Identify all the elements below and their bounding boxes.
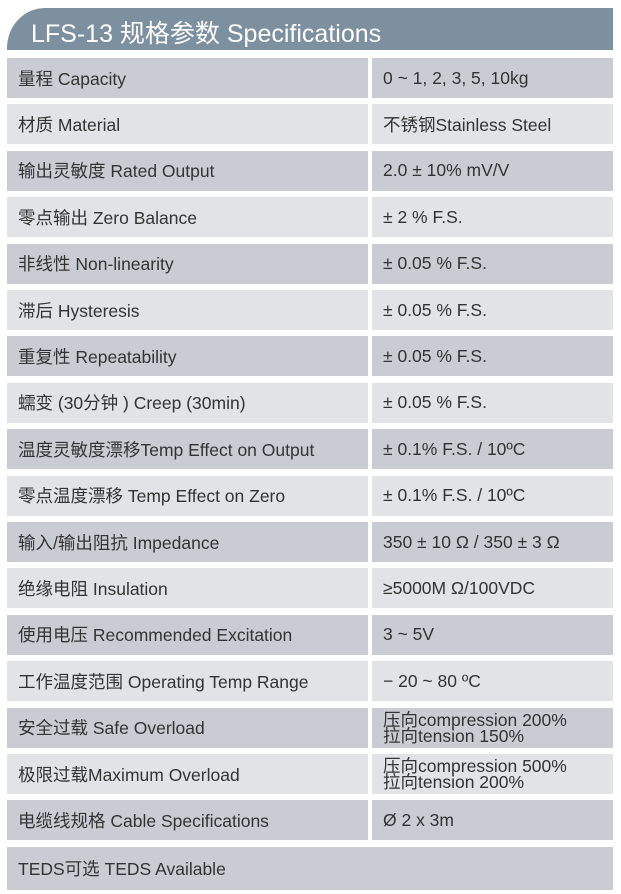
spec-label: 滞后 Hysteresis — [7, 290, 368, 330]
spec-row: 量程 Capacity 0 ~ 1, 2, 3, 5, 10kg — [7, 58, 613, 98]
spec-value: 2.0 ± 10% mV/V — [372, 150, 613, 191]
spec-row: 输入/输出阻抗 Impedance 350 ± 10 Ω / 350 ± 3 Ω — [7, 522, 613, 562]
spec-label: 非线性 Non-linearity — [7, 243, 368, 284]
spec-title: LFS-13 规格参数 Specifications — [31, 20, 382, 48]
spec-label: 使用电压 Recommended Excitation — [7, 614, 368, 655]
spec-row: 绝缘电阻 Insulation ≥5000M Ω/100VDC — [7, 568, 613, 609]
spec-row: 滞后 Hysteresis ± 0.05 % F.S. — [7, 290, 613, 330]
spec-value: ± 0.1% F.S. / 10ºC — [372, 475, 613, 516]
spec-value: ≥5000M Ω/100VDC — [372, 568, 613, 609]
spec-row: 极限过载Maximum Overload 压向compression 500% 拉向… — [7, 754, 613, 794]
spec-label: 重复性 Repeatability — [7, 336, 368, 377]
spec-value: 不锈钢Stainless Steel — [372, 104, 613, 145]
spec-row: 使用电压 Recommended Excitation 3 ~ 5V — [7, 614, 613, 655]
spec-value: 0 ~ 1, 2, 3, 5, 10kg — [372, 58, 613, 98]
spec-label: 量程 Capacity — [7, 58, 368, 98]
spec-label: 温度灵敏度漂移Temp Effect on Output — [7, 429, 368, 470]
spec-label: 工作温度范围 Operating Temp Range — [7, 661, 368, 702]
teds-label: TEDS可选 TEDS Available — [7, 846, 613, 890]
spec-label: 安全过载 Safe Overload — [7, 707, 368, 748]
spec-header: LFS-13 规格参数 Specifications — [7, 8, 613, 50]
spec-row: 零点输出 Zero Balance ± 2 % F.S. — [7, 197, 613, 238]
spec-row: 零点温度漂移 Temp Effect on Zero ± 0.1% F.S. /… — [7, 475, 613, 516]
spec-value-line: 压向compression 200% — [383, 709, 567, 730]
spec-value: 3 ~ 5V — [372, 614, 613, 655]
spec-row: 非线性 Non-linearity ± 0.05 % F.S. — [7, 243, 613, 284]
teds-row: TEDS可选 TEDS Available — [7, 846, 613, 890]
spec-value: Ø 2 x 3m — [372, 800, 613, 841]
spec-label: 绝缘电阻 Insulation — [7, 568, 368, 609]
spec-value-line: 压向compression 500% — [383, 756, 567, 776]
spec-value: − 20 ~ 80 ºC — [372, 661, 613, 702]
spec-label: 材质 Material — [7, 104, 368, 145]
spec-row: 工作温度范围 Operating Temp Range − 20 ~ 80 ºC — [7, 661, 613, 702]
spec-label: 零点温度漂移 Temp Effect on Zero — [7, 475, 368, 516]
spec-value: 350 ± 10 Ω / 350 ± 3 Ω — [372, 522, 613, 562]
spec-row: 温度灵敏度漂移Temp Effect on Output ± 0.1% F.S.… — [7, 429, 613, 470]
spec-value-line: 拉向tension 150% — [383, 725, 525, 746]
spec-value: 压向compression 200% 拉向tension 150% — [372, 707, 613, 748]
spec-row: 重复性 Repeatability ± 0.05 % F.S. — [7, 336, 613, 377]
spec-row: 材质 Material 不锈钢Stainless Steel — [7, 104, 613, 145]
spec-label: 零点输出 Zero Balance — [7, 197, 368, 238]
spec-label: 电缆线规格 Cable Specifications — [7, 800, 368, 841]
spec-value: ± 0.05 % F.S. — [372, 336, 613, 377]
spec-label: 输出灵敏度 Rated Output — [7, 150, 368, 191]
spec-value: ± 0.05 % F.S. — [372, 382, 613, 423]
spec-value: ± 0.1% F.S. / 10ºC — [372, 429, 613, 470]
spec-row: 安全过载 Safe Overload 压向compression 200% 拉向te… — [7, 707, 613, 748]
spec-label: 极限过载Maximum Overload — [7, 754, 368, 794]
spec-row: 电缆线规格 Cable Specifications Ø 2 x 3m — [7, 800, 613, 841]
spec-value: ± 0.05 % F.S. — [372, 243, 613, 284]
spec-value: 压向compression 500% 拉向tension 200% — [372, 754, 613, 794]
spec-value: ± 0.05 % F.S. — [372, 290, 613, 330]
spec-label: 输入/输出阻抗 Impedance — [7, 522, 368, 562]
spec-value: ± 2 % F.S. — [372, 197, 613, 238]
spec-row: 蠕变 (30分钟 ) Creep (30min) ± 0.05 % F.S. — [7, 382, 613, 423]
spec-row: 输出灵敏度 Rated Output 2.0 ± 10% mV/V — [7, 150, 613, 191]
spec-value-line: 拉向tension 200% — [383, 772, 525, 792]
spec-label: 蠕变 (30分钟 ) Creep (30min) — [7, 382, 368, 423]
